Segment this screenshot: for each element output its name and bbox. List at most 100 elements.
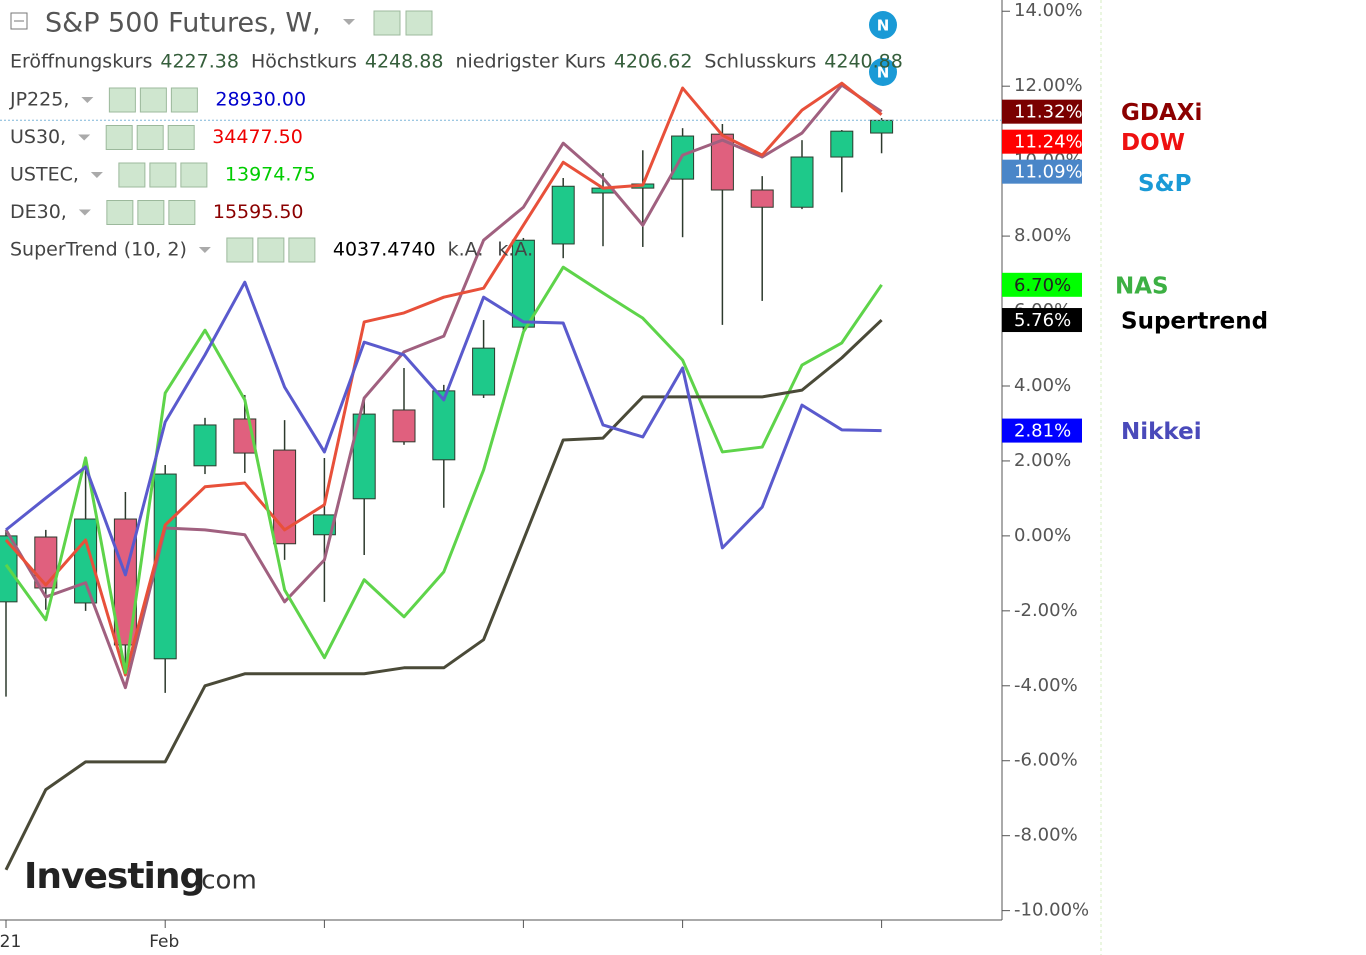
news-marker-label: N — [877, 64, 890, 82]
last-value-label: 11.32% — [1014, 102, 1083, 123]
series-line — [4, 318, 883, 871]
ohlc-label: Eröffnungskurs — [10, 51, 152, 73]
legend-icon[interactable] — [170, 87, 198, 113]
series-name: S&P — [1138, 171, 1191, 197]
last-value-box — [1002, 418, 1082, 443]
legend-icon[interactable] — [139, 87, 167, 113]
legend-name: US30, — [10, 126, 66, 148]
y-tick-label: 2.00% — [1014, 450, 1071, 471]
legend-icon[interactable] — [226, 237, 254, 263]
legend-value: 13974.75 — [225, 164, 316, 186]
series-line — [4, 83, 883, 690]
y-tick-label: 14.00% — [1014, 0, 1083, 21]
dropdown[interactable] — [343, 19, 355, 25]
y-tick-label: 4.00% — [1014, 375, 1071, 396]
last-value-box — [1002, 159, 1082, 184]
ohlc-value: 4206.62 — [614, 51, 693, 73]
candle-body — [273, 449, 297, 545]
candle-body — [551, 185, 575, 245]
dropdown[interactable] — [198, 247, 211, 253]
ohlc-value: 4240.88 — [824, 51, 903, 73]
last-value-label: 11.09% — [1014, 162, 1083, 183]
y-tick-label: -2.00% — [1014, 600, 1078, 621]
ohlc-value: 4248.88 — [365, 51, 444, 73]
dropdown[interactable] — [78, 134, 91, 141]
legend-value: 15595.50 — [213, 201, 304, 223]
dropdown[interactable] — [90, 172, 103, 178]
legend-name: SuperTrend (10, 2) — [10, 239, 187, 261]
candle-body — [34, 536, 58, 589]
candle-body — [74, 518, 98, 604]
legend-value: 4037.4740 — [333, 239, 436, 261]
y-tick-label: -4.00% — [1014, 675, 1078, 696]
candle-body — [790, 156, 814, 208]
legend-extra: k.A. — [448, 239, 484, 261]
y-tick-label: 0.00% — [1014, 525, 1071, 546]
legend-icon[interactable] — [168, 200, 196, 225]
candle-body — [193, 424, 217, 467]
legend-value: 34477.50 — [212, 126, 303, 148]
logo-brand: Investing — [24, 856, 204, 897]
last-value-label: 11.24% — [1014, 132, 1083, 153]
series-name: GDAXi — [1121, 100, 1202, 126]
legend-icon[interactable] — [105, 125, 133, 150]
candle-body — [870, 119, 894, 134]
legend-icon[interactable] — [108, 87, 136, 113]
logo-suffix: .com — [193, 866, 257, 896]
ohlc-label: niedrigster Kurs — [455, 51, 605, 73]
legend-icon[interactable] — [149, 162, 177, 188]
series-name: Nikkei — [1121, 419, 1202, 445]
series-name: NAS — [1115, 273, 1169, 299]
y-tick-label: 12.00% — [1014, 75, 1083, 96]
candle-body — [153, 473, 177, 660]
legend-icon[interactable] — [257, 237, 285, 263]
series-line — [4, 81, 883, 677]
legend-icon[interactable] — [136, 125, 164, 150]
legend-extra: k.A. — [497, 239, 533, 261]
last-value-label: 5.76% — [1014, 310, 1071, 331]
dropdown[interactable] — [78, 209, 91, 216]
news-marker[interactable] — [869, 58, 897, 86]
legend-icon[interactable] — [180, 162, 208, 188]
legend-name: JP225, — [9, 89, 69, 111]
ohlc-value: 4227.38 — [160, 51, 239, 73]
series-line — [4, 265, 883, 675]
last-value-label: 6.70% — [1014, 275, 1071, 296]
collapse-box[interactable] — [10, 12, 28, 30]
y-tick-label: -10.00% — [1014, 900, 1089, 921]
ohlc-label: Schlusskurs — [704, 51, 816, 73]
last-value-box — [1002, 308, 1082, 333]
y-tick-label: 8.00% — [1014, 225, 1071, 246]
y-tick-label: -6.00% — [1014, 750, 1078, 771]
title-icons — [373, 10, 433, 36]
dropdown[interactable] — [81, 97, 94, 103]
y-tick-label: -8.00% — [1014, 825, 1078, 846]
candle-body — [750, 189, 774, 208]
legend-name: USTEC, — [10, 164, 79, 186]
legend-icon[interactable] — [118, 162, 146, 188]
news-marker[interactable] — [869, 11, 897, 39]
candle-body — [830, 130, 854, 158]
x-tick-label: 2021 — [0, 932, 21, 952]
ohlc-row: Eröffnungskurs 4227.38 Höchstkurs 4248.88 ni… — [10, 51, 903, 73]
candle-body — [312, 514, 336, 536]
chart-title: S&P 500 Futures, W, — [45, 8, 321, 39]
legend-value: 28930.00 — [215, 89, 306, 111]
legend-icon[interactable] — [288, 237, 316, 263]
candle-body — [472, 347, 496, 396]
candle-body — [432, 390, 456, 461]
series-line — [5, 280, 882, 577]
legend-icon[interactable] — [106, 200, 134, 225]
x-tick-label: Feb — [149, 932, 179, 952]
candle-body — [511, 239, 535, 328]
legend-icon[interactable] — [137, 200, 165, 225]
series-name: DOW — [1121, 130, 1185, 156]
news-marker-label: N — [877, 17, 890, 35]
last-value-label: 2.81% — [1014, 421, 1071, 442]
last-value-box — [1002, 129, 1082, 154]
legend-icon[interactable] — [167, 125, 195, 150]
legend-name: DE30, — [10, 201, 67, 223]
candle-body — [352, 413, 376, 500]
